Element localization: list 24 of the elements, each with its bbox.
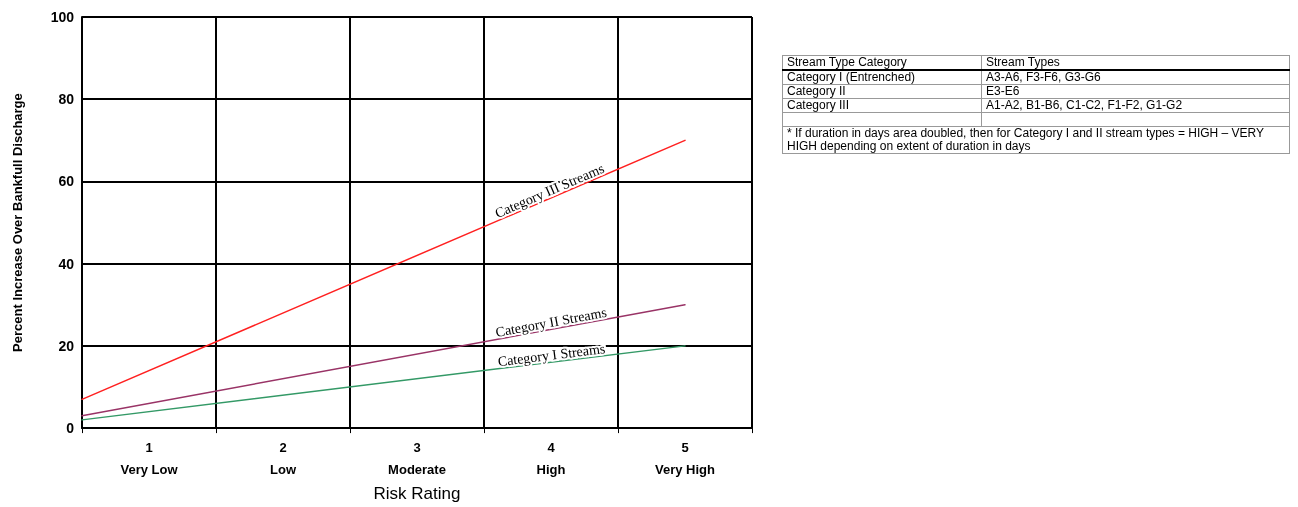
y-axis-title: Percent Increase Over Bankfull Discharge <box>10 93 25 352</box>
text: E3-E6 <box>981 84 1290 99</box>
text: * If duration in days area doubled, then for Category I and II stream types = HIGH – VERY HIGH depending on extent of duration in days <box>782 126 1290 154</box>
y-tick-label: 40 <box>58 255 75 272</box>
y-tick-label: 80 <box>58 91 75 108</box>
x-tick-label: 1 Very Low <box>120 439 179 477</box>
y-tick-label: 60 <box>58 173 75 190</box>
x-tick-label: 3 Moderate <box>388 439 446 477</box>
y-tick-label: 100 <box>50 9 75 25</box>
text: A1-A2, B1-B6, C1-C2, F1-F2, G1-G2 <box>981 98 1290 113</box>
x-tick-label: 5 Very High <box>655 439 716 477</box>
y-tick-label: 0 <box>66 420 75 437</box>
x-axis-title: Risk Rating <box>373 484 461 503</box>
text: Category I Streams <box>496 341 607 370</box>
text: A3-A6, F3-F6, G3-G6 <box>981 70 1290 85</box>
x-tick-label: 4 High <box>536 439 566 477</box>
text: Category III <box>782 98 982 113</box>
text: Stream Type Category <box>782 55 982 70</box>
x-tick-label: 2 Low <box>270 439 297 477</box>
y-tick-label: 20 <box>58 337 75 354</box>
text: Category I (Entrenched) <box>782 70 982 85</box>
text: Category II <box>782 84 982 99</box>
text: Stream Types <box>981 55 1290 70</box>
text: Category II Streams <box>494 304 608 340</box>
